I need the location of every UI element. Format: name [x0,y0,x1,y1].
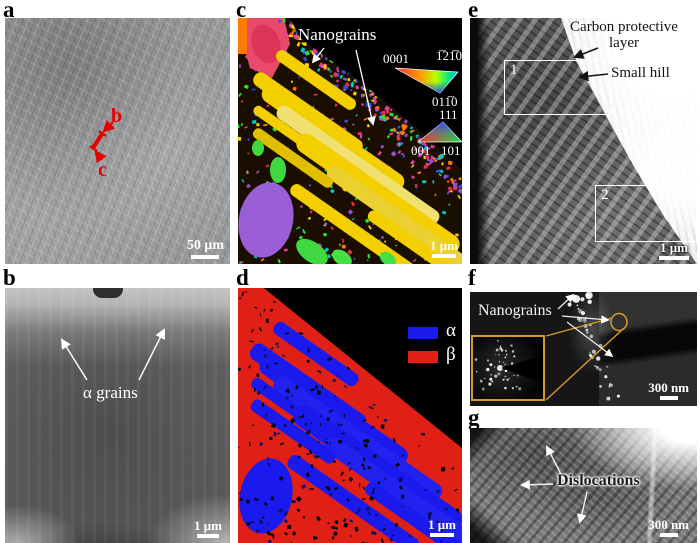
panel-b-label: b [3,265,16,290]
scale-bar-g: 300 nm [648,518,689,537]
site-mark-c: c [98,159,107,181]
scale-bar-b-line [197,534,220,538]
small-hill-annotation: Small hill [611,65,670,81]
diffraction-pattern [474,339,543,391]
panel-d-label: d [236,265,249,290]
region-box-1-label: 1 [510,62,518,78]
ipf-label-0110: 011̅0 [432,94,458,109]
sem-fracture-texture [5,18,230,264]
alpha-grain-texture [5,288,230,543]
panel-f-label: f [468,265,476,290]
ipf-label-0001: 0001 [383,51,409,66]
panel-e-label: e [468,0,479,22]
carbon-layer-annotation-line2: layer [609,35,639,51]
legend-swatch-alpha [408,327,438,339]
panel-f-darkfield-image: Nanograins 300 nm [470,292,697,406]
scale-bar-e: 1 μm [659,241,689,260]
scale-bar-g-line [659,533,678,537]
panel-e-tem-image: Carbon protective layer Small hill 1 2 1… [470,18,697,264]
phase-map [238,288,462,543]
panel-e-arrows [573,47,609,82]
panel-g-arrows [520,445,588,524]
nanograins-annotation-c: Nanograins [298,25,377,44]
scale-bar-d: 1 μm [428,518,456,537]
panel-b-tem-image: α grains 1 μm [5,288,230,543]
surface-notch [93,288,123,298]
dislocations-annotation: Dislocations [557,472,640,489]
scale-bar-c-line [432,254,457,258]
scale-bar-f: 300 nm [648,381,689,400]
ipf-label-001: 001 [411,143,431,158]
alpha-grains-annotation: α grains [83,383,138,402]
nanograins-annotation-f: Nanograins [478,302,552,319]
ebsd-grain-map [238,18,462,264]
scale-bar-g-text: 300 nm [648,517,689,533]
ipf-triangle-hexagonal [394,67,459,94]
scale-bar-b-text: 1 μm [194,518,222,534]
ipf-triangle-cubic [417,121,462,143]
panel-a-sem-image: b c 50 μm [5,18,230,264]
panel-g-tem-image: Dislocations 300 nm [470,428,697,543]
panel-c-ebsd-map: Nanograins 0001 1̅21̅0 011̅0 111 001 101… [238,18,462,264]
nanograin-circle [610,312,628,332]
scale-bar-e-line [659,256,689,260]
scale-bar-a-text: 50 μm [186,238,224,254]
region-box-2-label: 2 [601,187,609,203]
legend-label-alpha: α [446,320,456,341]
scale-bar-d-line [430,533,455,537]
scale-bar-c-text: 1 μm [430,238,458,254]
carbon-layer-annotation-line1: Carbon protective [570,19,678,35]
diffraction-pattern-inset [471,335,545,401]
region-box-1: 1 [504,60,611,115]
panel-a-label: a [3,0,15,22]
scale-bar-a-line [191,255,220,259]
scale-bar-b: 1 μm [194,519,222,538]
scale-bar-f-line [659,396,678,400]
panel-d-phase-map: α β 1 μm [238,288,462,543]
panel-a-annotations [89,119,116,164]
scale-bar-f-text: 300 nm [648,380,689,396]
scale-bar-d-text: 1 μm [428,517,456,533]
site-mark-b: b [111,105,123,127]
panel-f-overlay [545,292,628,401]
scale-bar-a: 50 μm [187,239,224,259]
legend-swatch-beta [408,351,438,363]
ipf-label-1210: 1̅21̅0 [436,48,462,63]
region-box-2: 2 [595,185,697,242]
panel-c-label: c [236,0,247,22]
ipf-label-111: 111 [439,107,458,122]
panel-g-label: g [468,405,480,430]
scale-bar-e-text: 1 μm [660,240,688,256]
scale-bar-c: 1 μm [430,239,458,258]
darkfield-right-band [599,292,697,406]
panel-b-arrows [60,328,165,381]
legend-label-beta: β [446,344,456,365]
ipf-label-101: 101 [441,143,461,158]
